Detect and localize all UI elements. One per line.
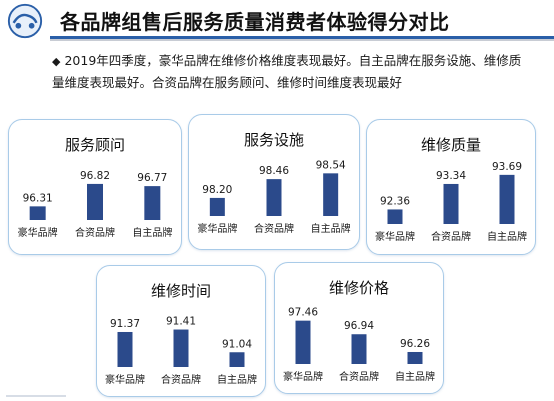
summary-text-block: ◆ 2019年四季度，豪华品牌在维修价格维度表现最好。自主品牌在服务设施、维修质量… — [52, 50, 522, 93]
bar-chart: 92.36 豪华品牌 93.34 合资品牌 93.69 自主品牌 — [375, 161, 527, 243]
bar — [173, 329, 189, 367]
data-label: 96.26 — [400, 338, 430, 350]
brand-logo-icon — [7, 3, 43, 39]
chart-title: 维修质量 — [420, 136, 481, 154]
category-tick-label: 合资品牌 — [75, 226, 115, 239]
bar — [443, 183, 459, 224]
category-tick-label: 自主品牌 — [311, 222, 351, 235]
footer-decoration — [6, 395, 66, 397]
category-tick-label: 自主品牌 — [132, 226, 172, 239]
bar — [407, 351, 423, 364]
header-divider-shadow — [50, 39, 554, 41]
category-tick-label: 自主品牌 — [487, 230, 527, 243]
summary-text: 2019年四季度，豪华品牌在维修价格维度表现最好。自主品牌在服务设施、维修质量维… — [52, 53, 522, 90]
data-label: 96.82 — [80, 170, 110, 182]
data-label: 98.46 — [259, 165, 289, 177]
chart-card-service-facility: 98.20 豪华品牌 98.46 合资品牌 98.54 自主品牌 服务设施 — [188, 114, 360, 250]
header-divider — [50, 36, 554, 39]
data-label: 92.36 — [380, 195, 410, 207]
bar-chart: 96.31 豪华品牌 96.82 合资品牌 96.77 自主品牌 — [18, 170, 173, 239]
category-tick-label: 合资品牌 — [339, 370, 379, 383]
chart-title: 维修价格 — [328, 279, 389, 297]
page-title: 各品牌组售后服务质量消费者体验得分对比 — [60, 10, 450, 34]
category-tick-label: 豪华品牌 — [105, 373, 145, 386]
bar — [29, 206, 46, 220]
category-tick-label: 豪华品牌 — [197, 222, 237, 235]
bar — [295, 320, 311, 364]
data-label: 91.04 — [222, 338, 252, 350]
data-label: 96.94 — [344, 320, 374, 332]
bar — [209, 197, 225, 216]
data-label: 91.37 — [110, 318, 140, 330]
data-label: 96.31 — [23, 192, 53, 204]
data-label: 98.20 — [202, 184, 232, 196]
data-label: 93.69 — [492, 161, 522, 173]
category-tick-label: 合资品牌 — [161, 373, 201, 386]
category-tick-label: 豪华品牌 — [375, 230, 415, 243]
data-label: 96.77 — [137, 172, 167, 184]
bar — [87, 183, 103, 220]
chart-title: 维修时间 — [150, 282, 211, 300]
category-tick-label: 合资品牌 — [431, 230, 471, 243]
bar — [117, 331, 133, 367]
bar — [144, 186, 161, 220]
data-label: 97.46 — [288, 307, 318, 319]
bar — [229, 352, 245, 367]
bar-chart: 97.46 豪华品牌 96.94 合资品牌 96.26 自主品牌 — [283, 307, 435, 383]
chart-title: 服务设施 — [243, 131, 304, 149]
data-label: 91.41 — [166, 316, 196, 328]
data-label: 98.54 — [316, 159, 346, 171]
bar — [387, 209, 403, 224]
diamond-bullet-icon: ◆ — [52, 55, 61, 68]
page-header: 各品牌组售后服务质量消费者体验得分对比 — [0, 0, 554, 41]
bar-chart: 98.20 豪华品牌 98.46 合资品牌 98.54 自主品牌 — [197, 159, 351, 235]
bar — [323, 173, 339, 216]
chart-card-service-advisor: 96.31 豪华品牌 96.82 合资品牌 96.77 自主品牌 服务顾问 — [8, 119, 182, 255]
chart-card-repair-quality: 92.36 豪华品牌 93.34 合资品牌 93.69 自主品牌 维修质量 — [366, 119, 536, 255]
bar-chart: 91.37 豪华品牌 91.41 合资品牌 91.04 自主品牌 — [105, 316, 257, 386]
category-tick-label: 自主品牌 — [217, 373, 257, 386]
chart-card-repair-time: 91.37 豪华品牌 91.41 合资品牌 91.04 自主品牌 维修时间 — [96, 265, 266, 397]
category-tick-label: 自主品牌 — [395, 370, 435, 383]
category-tick-label: 豪华品牌 — [18, 226, 58, 239]
data-label: 93.34 — [436, 170, 466, 182]
chart-card-repair-price: 97.46 豪华品牌 96.94 合资品牌 96.26 自主品牌 维修价格 — [274, 262, 444, 394]
category-tick-label: 豪华品牌 — [283, 370, 323, 383]
bar — [351, 334, 367, 364]
category-tick-label: 合资品牌 — [254, 222, 294, 235]
bar — [266, 179, 282, 216]
chart-title: 服务顾问 — [64, 136, 125, 154]
bar — [499, 174, 515, 224]
